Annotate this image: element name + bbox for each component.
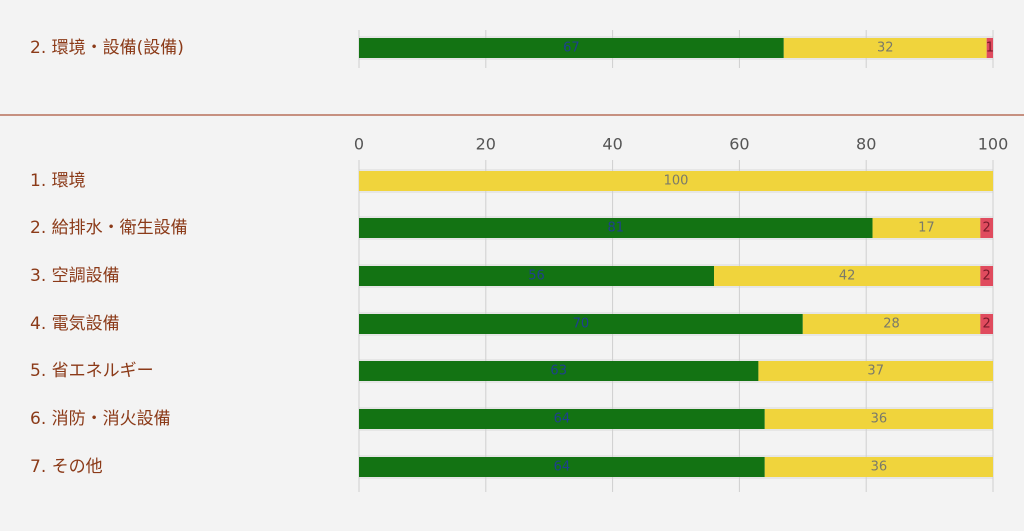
bar-segment (758, 361, 993, 381)
x-tick-label: 80 (856, 135, 876, 154)
x-tick-label: 60 (729, 135, 749, 154)
value-label: 17 (918, 221, 935, 236)
bar-segment (802, 314, 981, 334)
category-label: 3. 空調設備 (30, 266, 120, 286)
category-label: 1. 環境 (30, 171, 86, 191)
category-label: 7. その他 (30, 457, 103, 477)
value-label: 2 (983, 221, 991, 236)
x-tick-label: 40 (602, 135, 622, 154)
bar-segment (980, 314, 993, 334)
bar-segment (714, 266, 981, 286)
bar-segment (359, 38, 784, 58)
value-label: 63 (550, 364, 567, 379)
category-label: 2. 給排水・衛生設備 (30, 218, 188, 238)
bar-segment (764, 409, 993, 429)
bar-segment (872, 218, 981, 238)
x-tick-label: 20 (476, 135, 496, 154)
category-label: 6. 消防・消火設備 (30, 409, 171, 429)
category-label: 2. 環境・設備(設備) (30, 38, 184, 58)
bar-segment (359, 361, 759, 381)
bar-segment (359, 409, 765, 429)
bar-segment (986, 38, 993, 58)
value-label: 2 (983, 269, 991, 284)
value-label: 67 (563, 41, 580, 56)
x-tick-label: 100 (978, 135, 1009, 154)
bar-segment (764, 457, 993, 477)
value-label: 36 (871, 412, 888, 427)
value-label: 42 (839, 269, 856, 284)
category-label: 4. 電気設備 (30, 314, 120, 334)
bar-segment (359, 171, 993, 191)
bar-segment (783, 38, 987, 58)
bar-segment (359, 218, 873, 238)
value-label: 64 (554, 412, 571, 427)
bar-segment (980, 266, 993, 286)
bar-segment (980, 218, 993, 238)
value-label: 64 (554, 460, 571, 475)
value-label: 37 (867, 364, 884, 379)
value-label: 32 (877, 41, 894, 56)
value-label: 56 (528, 269, 545, 284)
value-label: 70 (573, 317, 590, 332)
category-label: 5. 省エネルギー (30, 361, 154, 381)
bar-segment (359, 457, 765, 477)
value-label: 81 (607, 221, 624, 236)
x-tick-label: 0 (354, 135, 364, 154)
value-label: 36 (871, 460, 888, 475)
value-label: 1 (986, 41, 994, 56)
value-label: 28 (883, 317, 900, 332)
bar-segment (359, 314, 803, 334)
value-label: 2 (983, 317, 991, 332)
bar-segment (359, 266, 715, 286)
value-label: 100 (664, 174, 689, 189)
